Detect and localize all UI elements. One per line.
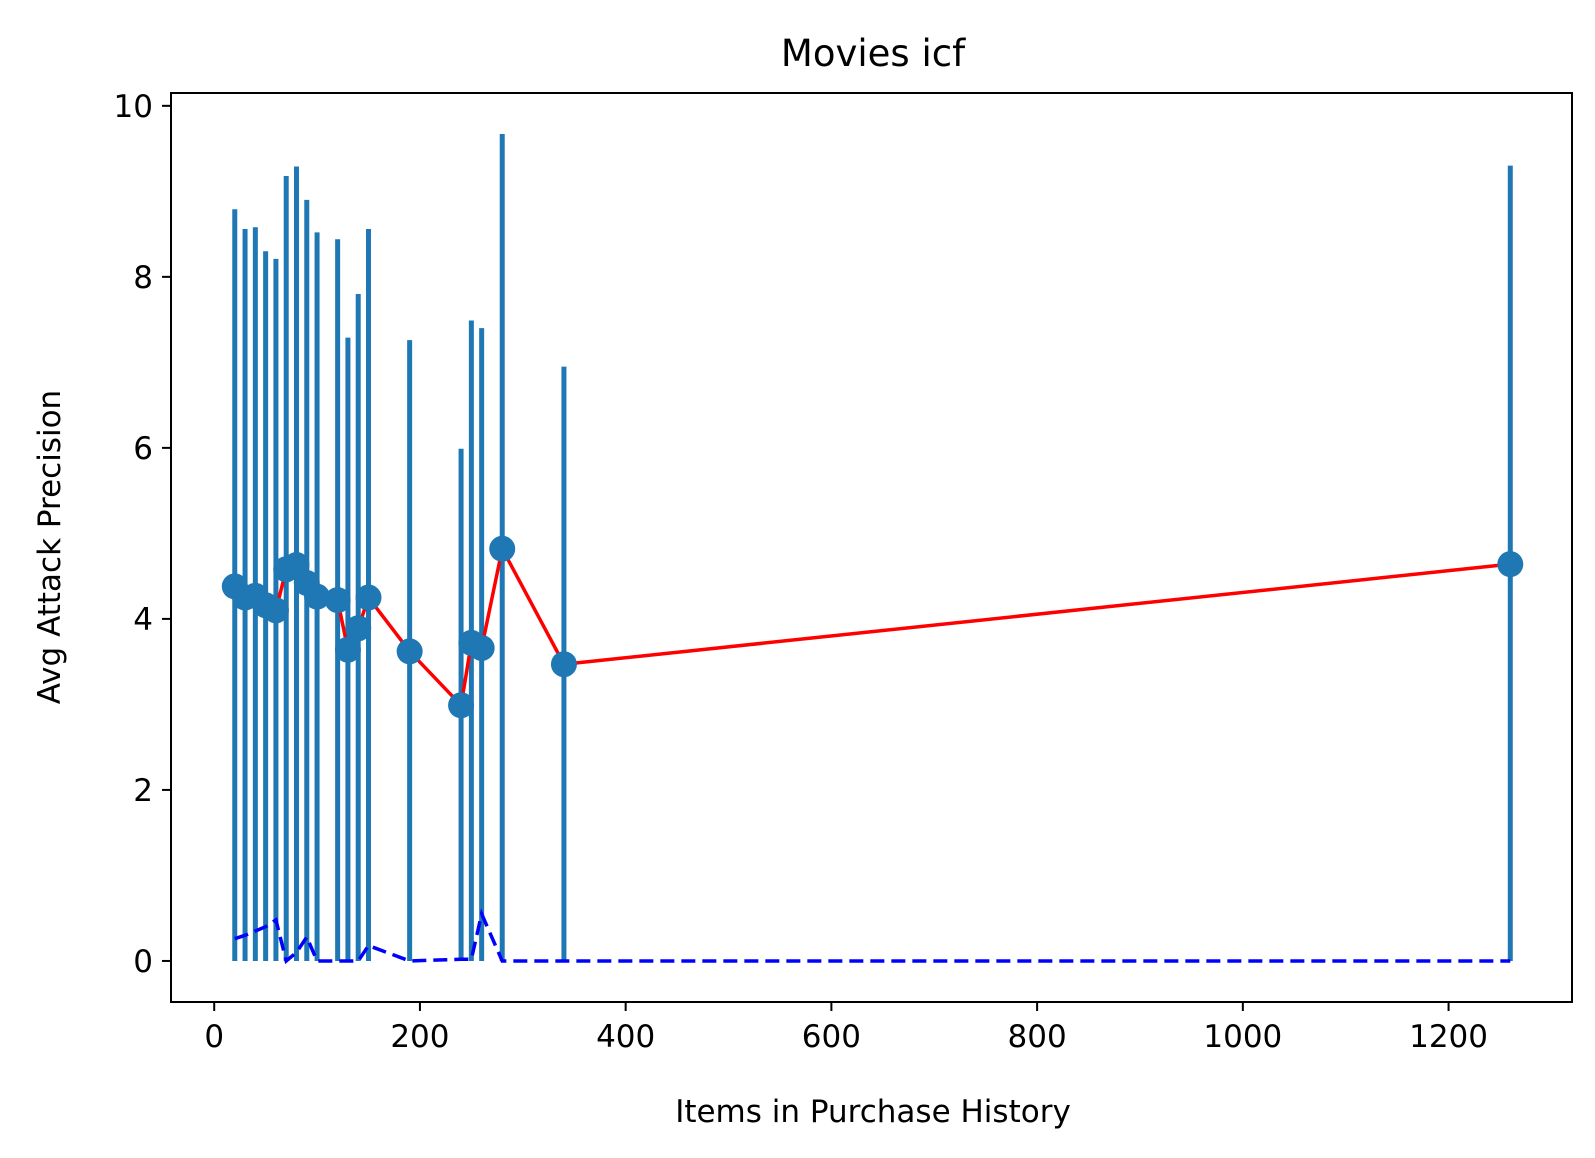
x-tick-label: 800 — [1008, 1019, 1067, 1055]
data-point — [324, 587, 351, 614]
chart-title: Movies icf — [781, 32, 966, 75]
data-point — [262, 597, 289, 624]
x-axis-label: Items in Purchase History — [675, 1094, 1071, 1130]
axes-frame — [170, 92, 1573, 1003]
data-point — [550, 651, 577, 678]
data-point — [334, 636, 361, 663]
axis-ticks: 0 200 400 600 800 1000 1200 0 2 4 6 8 10 — [114, 89, 1488, 1055]
y-tick-label: 8 — [133, 260, 153, 296]
y-tick-label: 0 — [133, 944, 153, 980]
data-point — [448, 692, 475, 719]
x-tick-label: 0 — [204, 1019, 224, 1055]
x-tick-label: 600 — [802, 1019, 861, 1055]
x-tick-label: 200 — [390, 1019, 449, 1055]
y-tick-label: 10 — [114, 89, 153, 125]
data-point — [468, 634, 495, 661]
plot-area — [221, 134, 1524, 965]
data-point — [396, 638, 423, 665]
x-tick-label: 1000 — [1203, 1019, 1282, 1055]
data-point — [304, 583, 331, 610]
y-tick-label: 4 — [133, 602, 153, 638]
y-tick-label: 2 — [133, 773, 153, 809]
data-point — [355, 584, 382, 611]
data-point — [1497, 551, 1524, 578]
data-point — [345, 615, 372, 642]
y-tick-label: 6 — [133, 431, 153, 467]
x-tick-label: 1200 — [1409, 1019, 1488, 1055]
y-axis-label: Avg Attack Precision — [32, 390, 68, 704]
series-line-dashed — [234, 908, 1511, 965]
data-point — [489, 535, 516, 562]
x-tick-label: 400 — [596, 1019, 655, 1055]
